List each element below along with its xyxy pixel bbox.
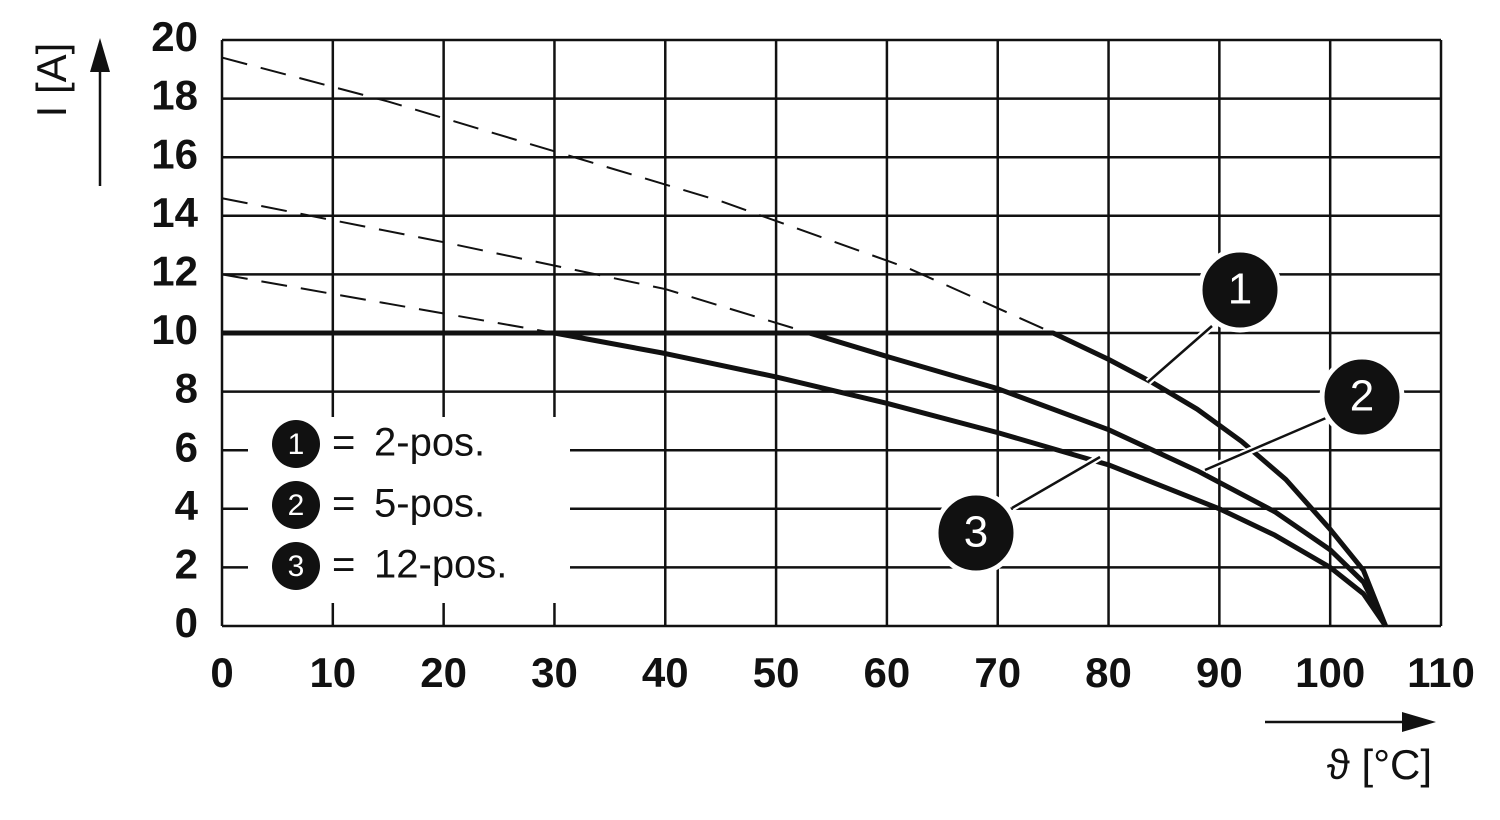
x-tick-label: 20 bbox=[420, 649, 467, 696]
y-tick-label: 16 bbox=[151, 130, 198, 177]
legend-separator: = bbox=[332, 421, 355, 465]
dashed-line bbox=[221, 197, 810, 334]
x-tick-label: 40 bbox=[642, 649, 689, 696]
legend-label: 12-pos. bbox=[374, 543, 507, 587]
y-tick-label: 12 bbox=[151, 247, 198, 294]
x-tick-label: 110 bbox=[1407, 649, 1475, 696]
y-tick-label: 10 bbox=[151, 306, 198, 353]
y-axis-arrowhead bbox=[90, 38, 110, 72]
legend-marker bbox=[272, 542, 320, 590]
callout-leader bbox=[1011, 455, 1101, 510]
callout-number: 1 bbox=[1228, 265, 1252, 314]
y-tick-label: 14 bbox=[151, 189, 198, 236]
legend-number: 3 bbox=[288, 550, 305, 583]
x-tick-label: 50 bbox=[753, 649, 800, 696]
legend-separator: = bbox=[332, 543, 355, 587]
callout-circle bbox=[1197, 247, 1283, 333]
callout-circle bbox=[933, 490, 1019, 576]
callout-number: 2 bbox=[1350, 372, 1374, 421]
legend-number: 2 bbox=[288, 489, 305, 522]
x-axis-arrowhead bbox=[1402, 712, 1436, 732]
callout-leader bbox=[1147, 325, 1213, 383]
dashed-line bbox=[221, 56, 1054, 334]
dashed-line bbox=[221, 273, 555, 334]
x-tick-label: 0 bbox=[210, 649, 233, 696]
y-tick-label: 18 bbox=[151, 72, 198, 119]
x-tick-label: 70 bbox=[974, 649, 1021, 696]
y-tick-label: 6 bbox=[175, 423, 198, 470]
y-tick-label: 2 bbox=[175, 540, 198, 587]
y-tick-label: 0 bbox=[175, 599, 198, 646]
legend-separator: = bbox=[332, 482, 355, 526]
x-tick-label: 80 bbox=[1085, 649, 1132, 696]
y-tick-label: 4 bbox=[175, 482, 199, 529]
legend-label: 2-pos. bbox=[374, 421, 485, 465]
curve-line bbox=[222, 330, 1388, 628]
legend-label: 5-pos. bbox=[374, 482, 485, 526]
y-tick-label: 8 bbox=[175, 365, 198, 412]
callout-number: 3 bbox=[964, 508, 988, 557]
legend-marker bbox=[272, 481, 320, 529]
x-tick-label: 30 bbox=[531, 649, 578, 696]
curve-line bbox=[222, 330, 1388, 628]
x-tick-label: 10 bbox=[309, 649, 356, 696]
callout-leader bbox=[1204, 416, 1327, 472]
legend-number: 1 bbox=[288, 428, 305, 461]
x-tick-label: 90 bbox=[1196, 649, 1243, 696]
legend-marker bbox=[272, 420, 320, 468]
x-axis-label: ϑ [°C] bbox=[1327, 741, 1432, 788]
y-tick-label: 20 bbox=[151, 13, 198, 60]
x-tick-label: 60 bbox=[864, 649, 911, 696]
x-tick-label: 100 bbox=[1295, 649, 1365, 696]
callout-circle bbox=[1319, 354, 1405, 440]
curve-line bbox=[222, 330, 1388, 627]
y-axis-label: I [A] bbox=[28, 43, 75, 118]
